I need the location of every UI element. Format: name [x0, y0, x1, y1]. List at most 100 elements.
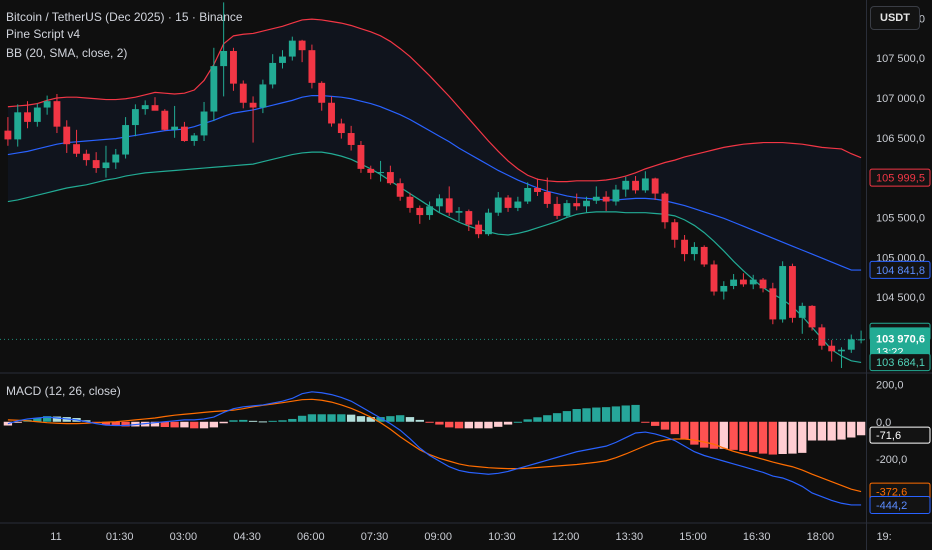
histogram-bar	[337, 414, 346, 422]
time-tick-label: 06:00	[297, 531, 325, 543]
time-tick-label: 19:	[876, 531, 891, 543]
histogram-bar	[317, 414, 326, 422]
signal-tag-group: -372,6	[869, 482, 931, 501]
candle	[131, 109, 139, 126]
histogram-bar	[709, 421, 719, 449]
histogram-bar	[288, 418, 297, 422]
macd-hist-box	[869, 426, 931, 444]
candle	[288, 40, 296, 57]
candle	[279, 56, 286, 63]
bollinger-legend[interactable]: BB (20, SMA, close, 2)	[6, 46, 128, 60]
low-band-tag-box	[869, 353, 931, 372]
histogram-bar	[768, 421, 778, 455]
candle	[828, 345, 836, 352]
histogram-bar	[837, 421, 846, 440]
histogram-bar	[160, 421, 169, 428]
candle	[612, 189, 620, 202]
histogram-bar	[494, 421, 503, 427]
histogram-bar	[631, 404, 640, 422]
candle	[396, 183, 404, 197]
histogram-bar	[248, 420, 258, 422]
currency-button[interactable]: USDT	[870, 6, 920, 30]
candle	[838, 349, 845, 352]
histogram-bar	[543, 415, 552, 422]
bb-upper-line	[7, 18, 862, 183]
candle	[808, 305, 816, 328]
candle	[553, 203, 561, 216]
candle	[494, 197, 502, 213]
candle	[602, 196, 610, 202]
candle	[445, 198, 453, 213]
symbol-title: Bitcoin / TetherUS (Dec 2025) · 15 · Bin…	[6, 10, 243, 24]
histogram-bar	[376, 417, 385, 422]
bb-basis-tag-group: 104 841,8	[869, 260, 931, 279]
candle	[14, 112, 22, 140]
histogram-bar	[366, 417, 375, 422]
histogram-bar	[33, 418, 42, 422]
histogram-bar	[396, 415, 405, 422]
bollinger-fill	[7, 19, 862, 363]
macd-legend[interactable]: MACD (12, 26, close)	[6, 384, 121, 398]
candles	[4, 2, 865, 369]
histogram-bar	[533, 417, 542, 422]
time-tick-label: 18:00	[807, 531, 835, 543]
time-tick-label: 09:00	[424, 531, 452, 543]
histogram-bar	[297, 415, 307, 422]
candle	[435, 198, 443, 207]
histogram-bar	[523, 419, 532, 422]
histogram-bar	[268, 420, 277, 422]
histogram-bar	[788, 421, 797, 454]
histogram-bar	[445, 421, 454, 428]
candle	[720, 285, 728, 292]
histogram-bar	[239, 419, 248, 422]
histogram-bar	[700, 421, 709, 448]
candle	[24, 112, 31, 122]
histogram-bar	[111, 421, 120, 426]
candle	[190, 135, 198, 141]
histogram-bar	[258, 421, 268, 423]
histogram-bar	[405, 417, 415, 422]
price-pane	[0, 2, 866, 369]
candle	[53, 101, 61, 127]
histogram-bar	[170, 421, 179, 428]
low-band-tag-group: 103 684,1	[869, 353, 931, 372]
candle	[82, 153, 90, 161]
candle	[543, 191, 551, 204]
macd-pane	[3, 391, 866, 506]
histogram-bar	[327, 414, 336, 422]
histogram-bar	[180, 421, 189, 428]
candle	[318, 82, 326, 103]
histogram-bar	[503, 421, 513, 425]
candle	[779, 266, 787, 320]
histogram-bar	[807, 421, 817, 441]
bb-lower-line	[7, 151, 862, 364]
histogram-bar	[52, 416, 62, 422]
time-tick-label: 01:30	[106, 531, 134, 543]
macd-tag-group: -444,2	[869, 495, 931, 514]
histogram-bar	[601, 407, 611, 422]
histogram-bar	[229, 420, 238, 422]
candle	[259, 84, 267, 108]
candle	[524, 187, 532, 202]
time-tick-label: 11	[50, 531, 61, 543]
candle	[661, 193, 669, 223]
candle	[367, 168, 375, 173]
histogram-bar	[798, 421, 807, 453]
script-label: Pine Script v4	[6, 27, 81, 41]
time-tick-label: 03:00	[170, 531, 198, 543]
macd-tick-label: -200,0	[876, 454, 907, 466]
candle	[141, 105, 149, 110]
candle	[710, 264, 718, 292]
histogram-bar	[199, 421, 209, 429]
candle	[416, 207, 424, 216]
histogram-bar	[827, 421, 836, 441]
histogram-bar	[13, 421, 22, 423]
candle	[239, 83, 247, 103]
candle	[641, 178, 649, 191]
histogram-bar	[356, 416, 366, 422]
histogram-bar	[101, 421, 111, 425]
histogram-bar	[729, 421, 738, 450]
macd-tick-label: 0,0	[876, 417, 891, 429]
